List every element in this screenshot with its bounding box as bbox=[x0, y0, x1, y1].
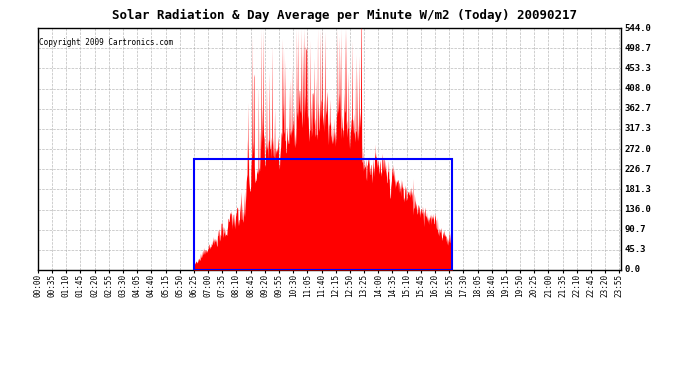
Text: 0.0: 0.0 bbox=[624, 266, 640, 274]
Text: 317.3: 317.3 bbox=[624, 124, 651, 134]
Text: 181.3: 181.3 bbox=[624, 185, 651, 194]
Text: 90.7: 90.7 bbox=[624, 225, 646, 234]
Text: 226.7: 226.7 bbox=[624, 165, 651, 174]
Text: 136.0: 136.0 bbox=[624, 205, 651, 214]
Text: 453.3: 453.3 bbox=[624, 64, 651, 73]
Text: 408.0: 408.0 bbox=[624, 84, 651, 93]
Text: 498.7: 498.7 bbox=[624, 44, 651, 53]
Text: 544.0: 544.0 bbox=[624, 24, 651, 33]
Bar bbox=[195, 159, 452, 270]
Text: Solar Radiation & Day Average per Minute W/m2 (Today) 20090217: Solar Radiation & Day Average per Minute… bbox=[112, 9, 578, 22]
Text: 272.0: 272.0 bbox=[624, 145, 651, 154]
Text: Copyright 2009 Cartronics.com: Copyright 2009 Cartronics.com bbox=[39, 38, 173, 47]
Text: 45.3: 45.3 bbox=[624, 245, 646, 254]
Text: 362.7: 362.7 bbox=[624, 104, 651, 113]
